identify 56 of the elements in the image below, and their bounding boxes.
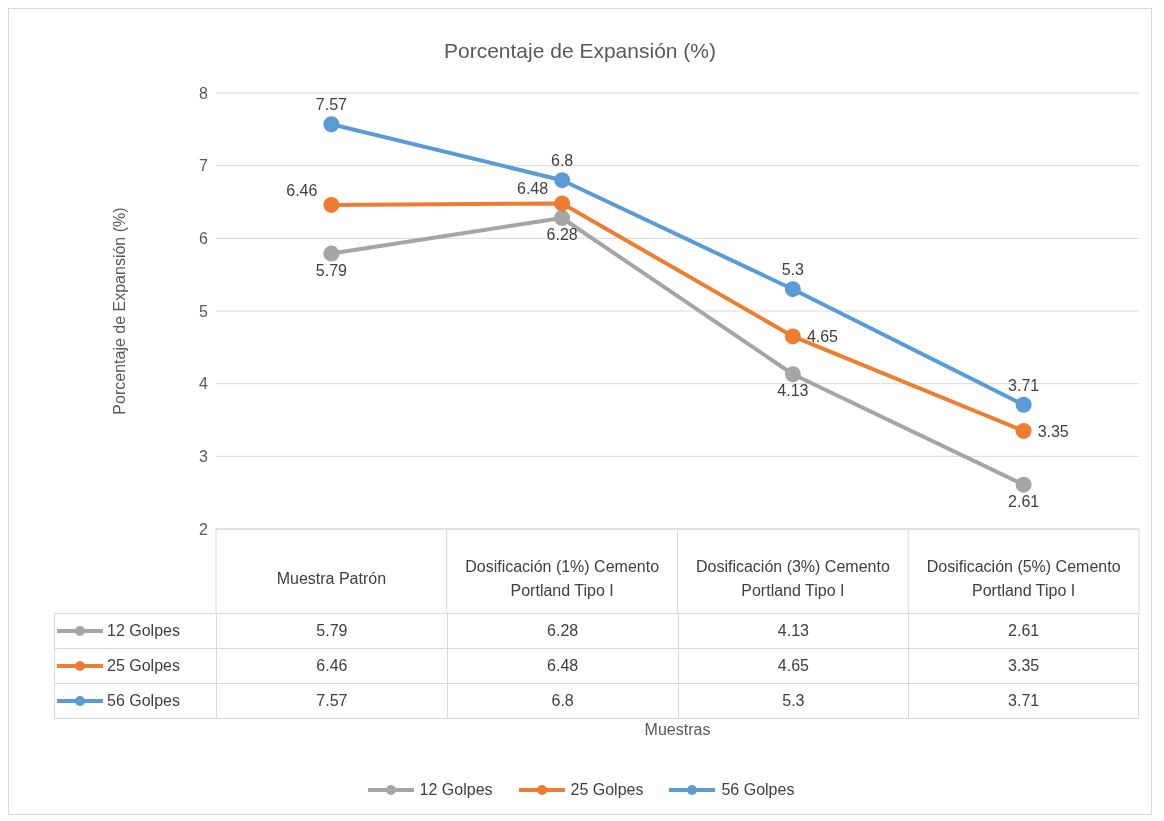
annotation: 4.65	[806, 328, 839, 346]
annotation: 5.79	[315, 261, 348, 279]
text: Muestras	[643, 721, 712, 739]
annotation: 6.48	[516, 180, 549, 198]
y-axis-title: Porcentaje de Expansión (%)	[110, 207, 128, 415]
text: 25 Golpes	[570, 781, 644, 798]
data-label: 6.28	[446, 614, 678, 648]
annotation: 4.13	[777, 382, 809, 400]
legend-label: 56 Golpes	[107, 692, 180, 710]
data-label: 6.8	[446, 684, 678, 718]
text: 12 Golpes	[419, 781, 493, 798]
annotation: 6.28	[546, 225, 578, 243]
point	[323, 116, 340, 133]
data-label: 5.79	[216, 614, 447, 648]
annotation: 3.71	[1008, 376, 1040, 394]
y-tick-label: 3	[199, 448, 209, 466]
data-label: 7.57	[216, 684, 447, 718]
y-tick-label: 5	[199, 302, 209, 320]
annotation: 5.3	[781, 261, 805, 279]
y-tick-label: 7	[199, 157, 209, 175]
data-label: 4.65	[677, 649, 909, 683]
annotation: 3.35	[1037, 422, 1069, 440]
point	[554, 172, 571, 189]
y-tick-label: 6	[199, 230, 209, 248]
point	[1015, 422, 1032, 439]
point	[554, 209, 571, 226]
point	[1015, 396, 1032, 413]
annotation: 6.8	[551, 152, 574, 170]
point	[784, 366, 801, 383]
x-tick-label: Dosificación (5%) Cemento Portland Tipo I	[926, 558, 1121, 599]
data-label: 4.13	[677, 614, 909, 648]
chart-title: Porcentaje de Expansión (%)	[443, 39, 717, 63]
x-tick-label: Muestra Patrón	[276, 570, 387, 587]
point	[554, 195, 571, 212]
y-tick-label: 8	[199, 84, 209, 102]
y-tick-label: 2	[199, 520, 209, 538]
annotation: 2.61	[1008, 492, 1040, 510]
text: 56 Golpes	[721, 781, 795, 798]
x-tick-label: Dosificación (1%) Cemento Portland Tipo I	[465, 558, 660, 599]
data-label: 6.46	[216, 649, 447, 683]
legend-label: 25 Golpes	[107, 657, 180, 675]
data-label: 3.71	[908, 684, 1139, 718]
point	[784, 328, 801, 345]
point	[1015, 476, 1032, 493]
data-label: 3.35	[908, 649, 1139, 683]
data-label: 5.3	[677, 684, 909, 718]
point	[784, 281, 801, 298]
point	[323, 245, 340, 262]
point	[323, 196, 340, 213]
x-tick-label: Dosificación (3%) Cemento Portland Tipo I	[695, 558, 890, 599]
annotation: 6.46	[286, 181, 318, 199]
annotation: 7.57	[315, 96, 348, 114]
y-tick-label: 4	[199, 375, 209, 393]
data-label: 6.48	[446, 649, 678, 683]
legend-label: 12 Golpes	[107, 622, 180, 640]
data-label: 2.61	[908, 614, 1139, 648]
